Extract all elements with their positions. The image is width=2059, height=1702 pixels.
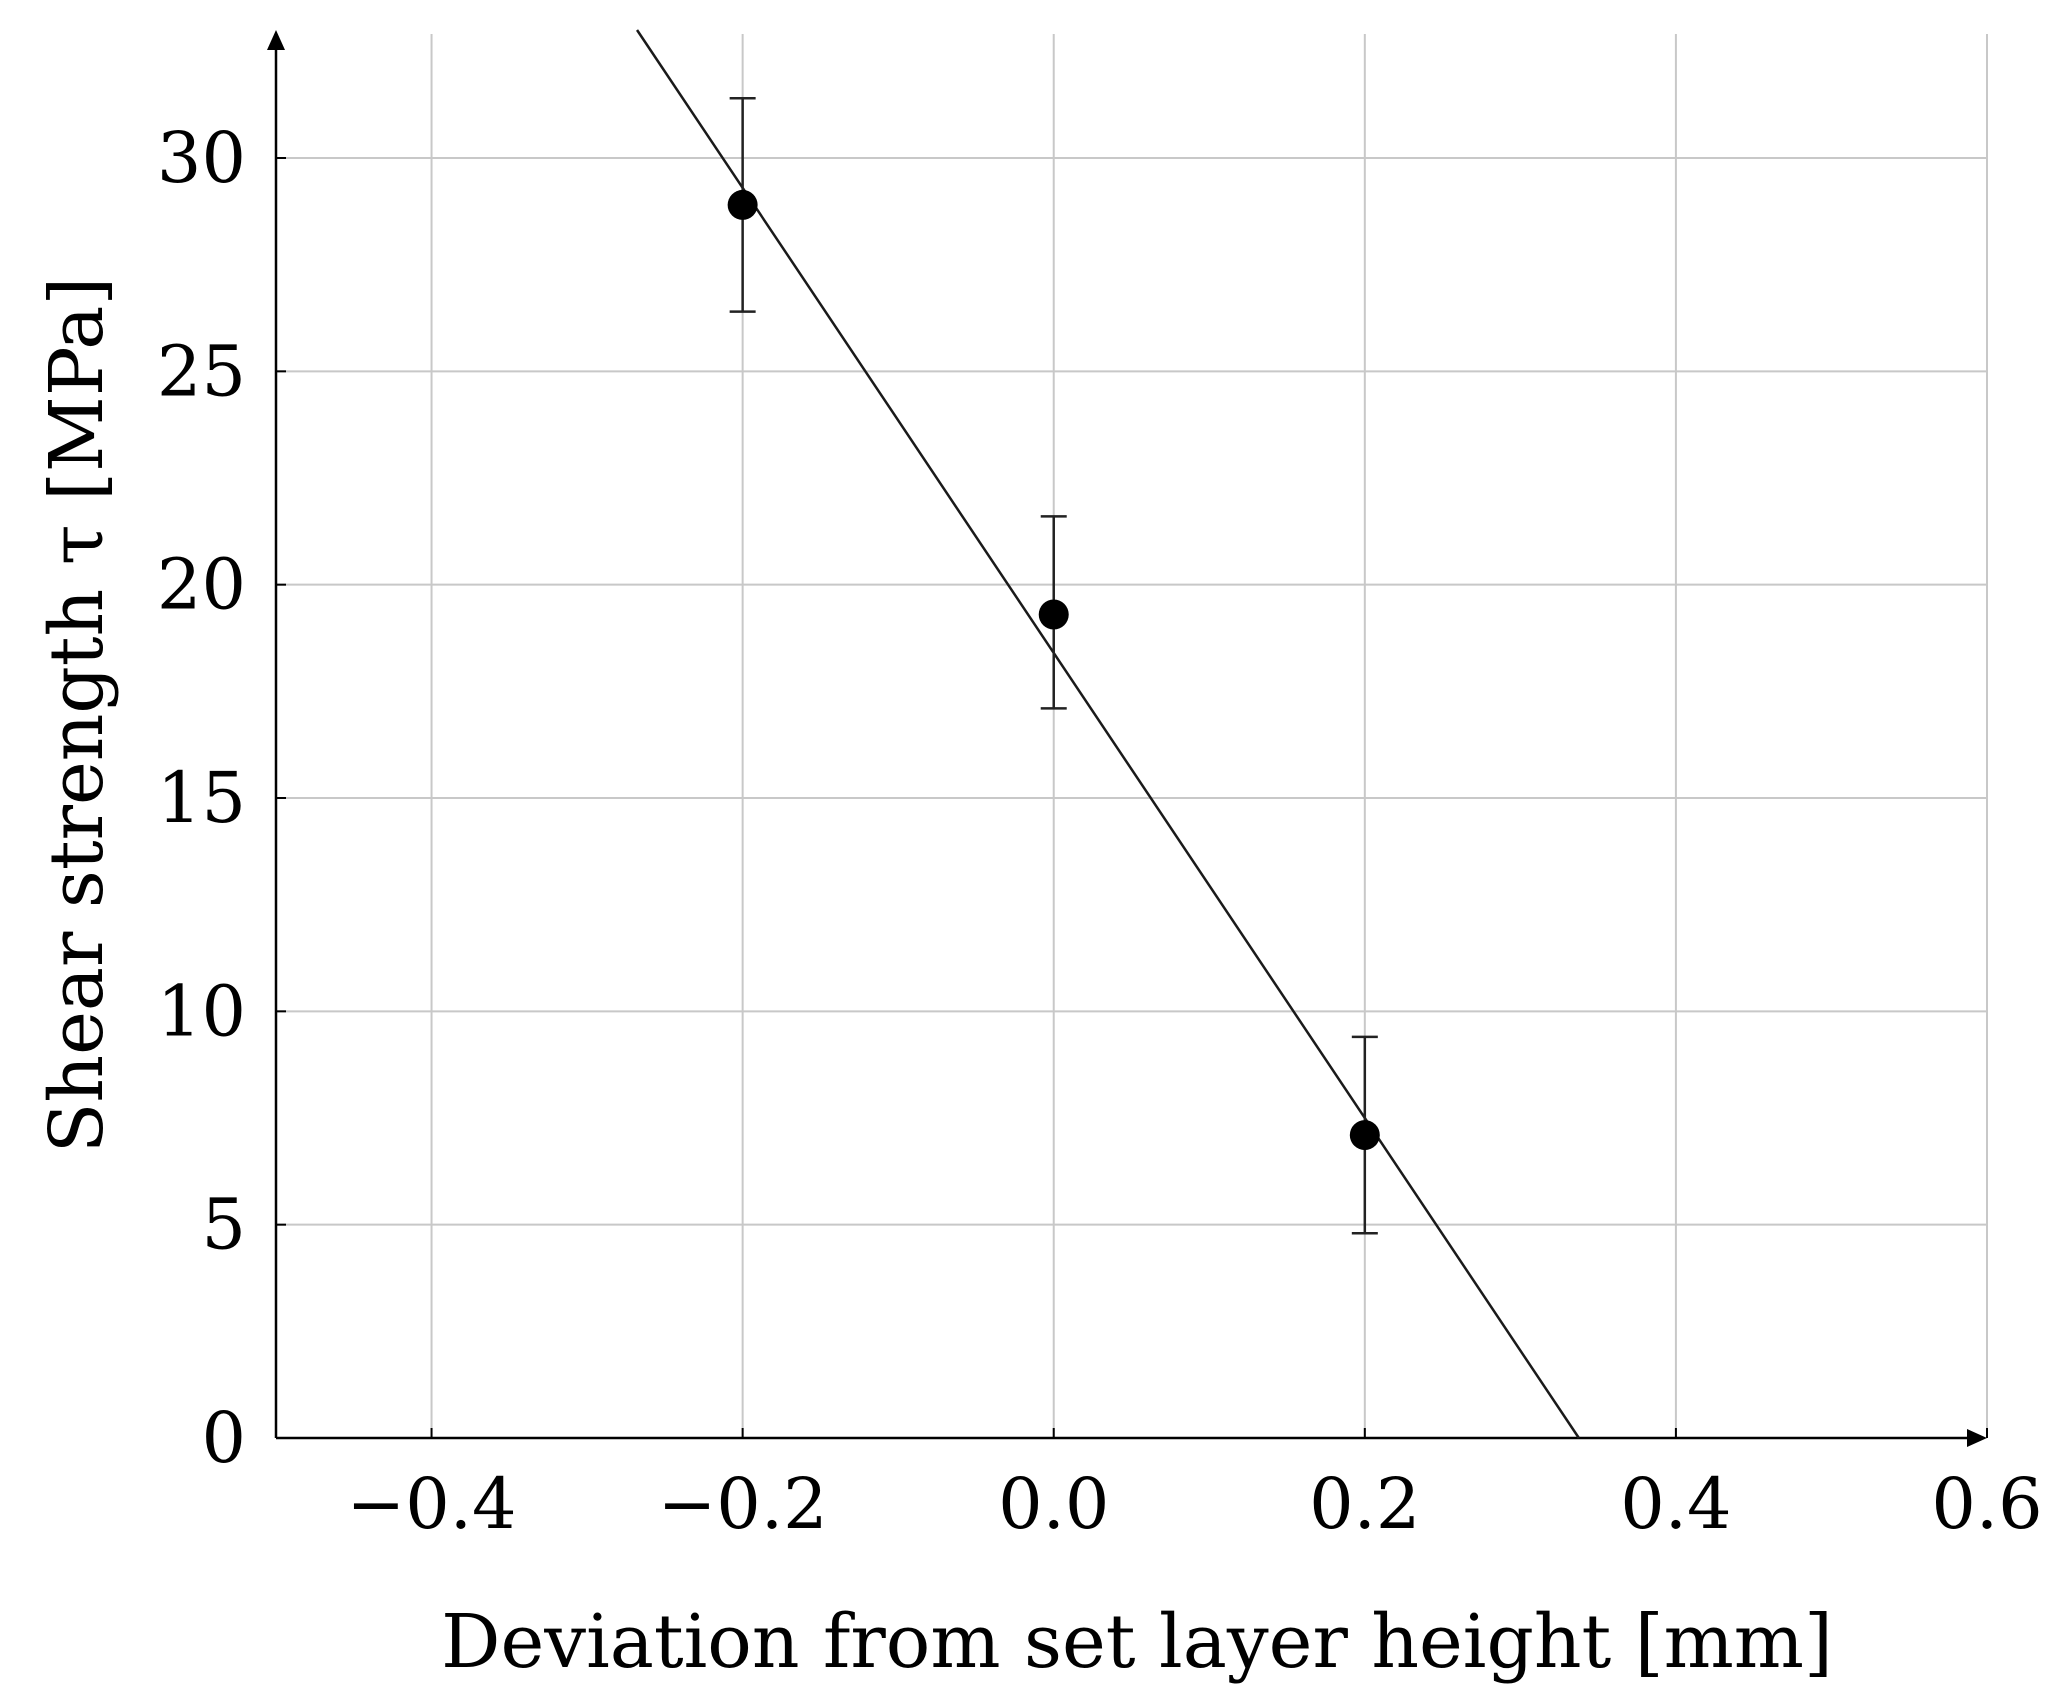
y-tick-label-0: 0 <box>201 1397 246 1479</box>
grid-lines <box>276 34 1988 1438</box>
y-tick-labels: 0 5 10 15 20 25 30 <box>157 117 246 1479</box>
x-tick-labels: −0.4 −0.2 0.0 0.2 0.4 0.6 <box>347 1463 2043 1545</box>
y-axis-title: Shear strength τ [MPa] <box>34 277 120 1154</box>
x-axis-arrow <box>1967 1429 1987 1447</box>
x-tick-label-0: −0.4 <box>347 1463 517 1545</box>
data-point-0 <box>727 189 758 220</box>
data-point-2 <box>1349 1120 1380 1151</box>
x-tick-label-2: 0.0 <box>998 1463 1109 1545</box>
y-axis-arrow <box>267 30 285 50</box>
fit-line <box>635 29 1580 1439</box>
x-tick-label-4: 0.4 <box>1620 1463 1731 1545</box>
y-tick-label-5: 25 <box>157 330 246 412</box>
x-tick-label-3: 0.2 <box>1309 1463 1420 1545</box>
y-tick-label-4: 20 <box>157 544 246 626</box>
axes <box>267 30 1988 1447</box>
data-point-1 <box>1038 599 1069 630</box>
data-points <box>727 189 1380 1151</box>
fit-line-group <box>635 29 1580 1439</box>
x-tick-label-5: 0.6 <box>1931 1463 2042 1545</box>
y-tick-label-2: 10 <box>157 970 246 1052</box>
y-tick-label-1: 5 <box>201 1184 246 1266</box>
x-tick-label-1: −0.2 <box>658 1463 828 1545</box>
y-tick-label-6: 30 <box>157 117 246 199</box>
y-tick-label-3: 15 <box>157 757 246 839</box>
x-axis-title: Deviation from set layer height [mm] <box>441 1599 1833 1685</box>
